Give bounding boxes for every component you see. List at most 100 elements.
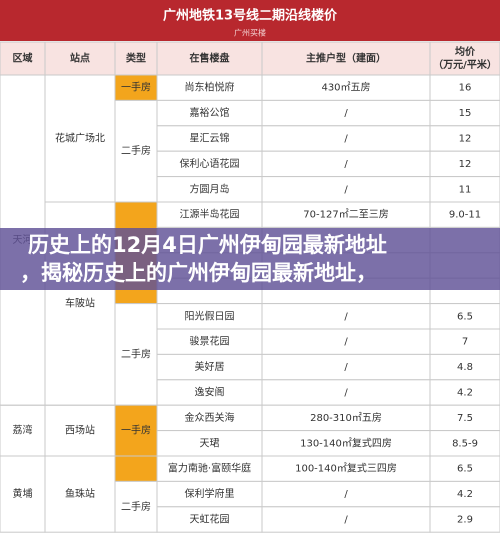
cell: [156, 303, 263, 330]
cell-text: /: [344, 489, 348, 500]
cell-text: 2.9: [457, 515, 473, 526]
type-cell: [114, 404, 158, 457]
cell: [156, 455, 263, 482]
cell-text: 保利心语花园: [180, 157, 240, 170]
cell-text: /: [344, 515, 348, 526]
cell-text: 11: [459, 184, 472, 195]
cell-text: 阳光假日园: [185, 309, 235, 322]
cell-text: /: [344, 184, 348, 195]
station-label: 花城广场北: [55, 132, 105, 145]
cell: [156, 480, 263, 508]
cell-text: 280-310㎡五房: [310, 411, 382, 424]
column-header: 主推户型（建面）: [306, 52, 386, 65]
cell: [429, 328, 500, 355]
region-label: 黄埔: [13, 487, 33, 500]
cell: [261, 480, 431, 508]
station-label: 鱼珠站: [65, 487, 95, 500]
type-label: 二手房: [121, 347, 151, 360]
title: 广州地铁13号线二期沿线楼价: [163, 8, 338, 24]
cell-text: 9.0-11: [449, 210, 481, 221]
cell-text: 15: [459, 108, 472, 119]
cell-text: 7: [462, 337, 468, 348]
cell: [261, 353, 431, 381]
cell-text: 7.5: [457, 413, 473, 424]
type-label: 一手房: [121, 424, 151, 437]
cell: [156, 353, 263, 381]
cell-text: 4.2: [457, 489, 473, 500]
type-label: 一手房: [121, 81, 151, 94]
cell: [261, 150, 431, 178]
type-cell: [114, 74, 158, 101]
cell-text: 逸安阁: [195, 386, 225, 399]
cell: [261, 303, 431, 330]
brand: 广州买楼: [234, 28, 266, 38]
cell-text: 70-127㎡二至三房: [303, 208, 388, 221]
cell-text: 6.5: [457, 311, 473, 322]
cell-text: /: [344, 159, 348, 170]
cell-text: 4.2: [457, 388, 473, 399]
cell: [429, 125, 500, 152]
cell-text: /: [344, 311, 348, 322]
cell-text: 富力南驰·富颐华庭: [168, 462, 251, 475]
cell-text: 6.5: [457, 464, 473, 475]
header-row: [0, 41, 500, 76]
cell: [156, 125, 263, 152]
region-label: 荔湾: [13, 424, 33, 437]
column-header: 均价: [455, 45, 476, 58]
cell-text: /: [344, 388, 348, 399]
cell-text: 星汇云锦: [190, 132, 230, 145]
cell-text: /: [344, 337, 348, 348]
cell-text: 12: [459, 134, 472, 145]
cell-text: 金众西关海: [185, 411, 235, 424]
cell: [156, 99, 263, 127]
cell: [429, 480, 500, 508]
cell-text: /: [344, 108, 348, 119]
cell: [429, 74, 500, 101]
cell-text: 保利学府里: [185, 487, 235, 500]
cell: [156, 404, 263, 432]
column-header: （万元/平米）: [433, 58, 497, 71]
banner-line: ，揭秘历史上的广州伊甸园最新地址，: [20, 261, 377, 285]
cell-text: 嘉裕公馆: [190, 106, 230, 119]
banner-line: 历史上的12月4日广州伊甸园最新地址: [28, 233, 387, 257]
cell-text: 100-140㎡复式三四房: [295, 462, 397, 475]
cell: [429, 303, 500, 330]
cell-text: 12: [459, 159, 472, 170]
station-label: 车陂站: [65, 297, 95, 310]
column-header: 站点: [70, 52, 90, 65]
type-cell: [114, 455, 158, 482]
type-cell: [114, 99, 158, 203]
station-label: 西场站: [65, 424, 95, 437]
cell: [261, 430, 431, 457]
type-label: 二手房: [121, 144, 151, 157]
cell-text: 美好居: [195, 360, 225, 373]
cell: [261, 379, 431, 406]
cell: [156, 379, 263, 406]
cell-text: 130-140㎡复式四房: [300, 436, 392, 449]
cell: [156, 506, 263, 533]
region-cell: [0, 455, 46, 533]
cell: [429, 506, 500, 533]
cell-text: 天珺: [200, 437, 220, 449]
banner: [0, 228, 500, 290]
column-header: 区域: [13, 52, 33, 65]
cell-text: 尚东柏悦府: [185, 81, 235, 94]
cell: [261, 404, 431, 432]
cell-text: /: [344, 134, 348, 145]
cell-text: 430㎡五房: [321, 81, 370, 94]
cell-text: 天虹花园: [190, 513, 230, 526]
cell-text: 方圆月岛: [190, 182, 230, 195]
column-header: 在售楼盘: [190, 52, 230, 65]
cell: [261, 328, 431, 355]
cell-text: 骏景花园: [190, 335, 230, 348]
type-label: 二手房: [121, 500, 151, 513]
cell: [429, 455, 500, 482]
cell-text: 江源半岛花园: [180, 208, 240, 221]
cell: [261, 455, 431, 482]
cell: [429, 201, 500, 228]
column-header: 类型: [126, 52, 146, 65]
header-band: [0, 0, 500, 41]
cell: [156, 74, 263, 101]
